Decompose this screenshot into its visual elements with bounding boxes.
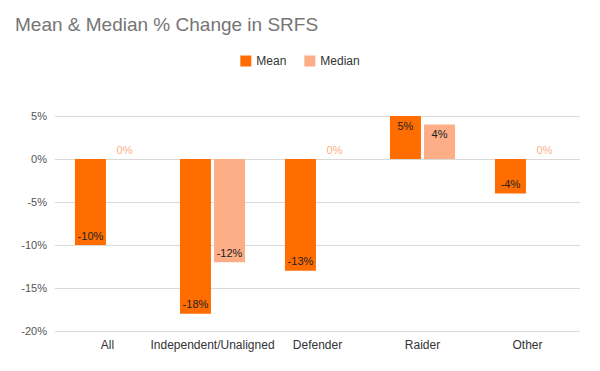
svg-text:-10%: -10% [78,230,104,242]
svg-text:0%: 0% [537,144,553,156]
svg-text:-18%: -18% [183,298,209,310]
svg-text:All: All [101,338,114,352]
svg-text:0%: 0% [327,144,343,156]
svg-text:-5%: -5% [27,196,47,208]
svg-text:5%: 5% [31,110,47,122]
svg-text:Mean: Mean [256,54,286,68]
svg-text:-4%: -4% [501,178,521,190]
svg-text:0%: 0% [31,153,47,165]
svg-text:Median: Median [320,54,359,68]
svg-text:5%: 5% [397,120,413,132]
svg-text:Other: Other [512,338,542,352]
svg-text:Independent/Unaligned: Independent/Unaligned [150,338,274,352]
svg-text:0%: 0% [117,144,133,156]
svg-text:Mean & Median % Change in SRFS: Mean & Median % Change in SRFS [15,14,318,35]
svg-text:-12%: -12% [217,247,243,259]
svg-text:-15%: -15% [21,282,47,294]
svg-text:Raider: Raider [405,338,440,352]
svg-text:4%: 4% [432,128,448,140]
svg-text:Defender: Defender [293,338,342,352]
svg-text:-13%: -13% [288,255,314,267]
svg-text:-10%: -10% [21,239,47,251]
svg-text:-20%: -20% [21,325,47,337]
